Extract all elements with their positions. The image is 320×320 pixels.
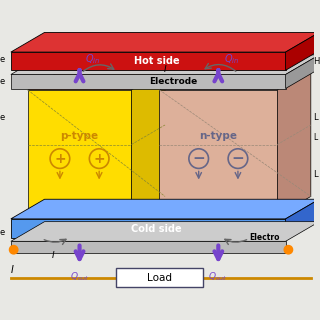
Text: L: L <box>314 114 318 123</box>
Polygon shape <box>159 90 277 216</box>
Text: e: e <box>0 55 5 64</box>
Text: Electrode: Electrode <box>149 77 197 86</box>
Text: −: − <box>232 151 244 166</box>
Polygon shape <box>28 90 132 216</box>
FancyBboxPatch shape <box>116 268 203 287</box>
Text: Cold side: Cold side <box>131 224 182 234</box>
Circle shape <box>10 245 18 254</box>
Polygon shape <box>11 75 285 89</box>
Polygon shape <box>285 32 319 70</box>
Polygon shape <box>11 199 319 219</box>
Polygon shape <box>132 70 165 216</box>
Text: I: I <box>52 251 54 260</box>
Text: L: L <box>314 133 318 142</box>
Text: $Q_{in}$: $Q_{in}$ <box>85 52 100 66</box>
Polygon shape <box>11 241 285 252</box>
Text: $Q_{out}$: $Q_{out}$ <box>70 271 89 283</box>
Text: e: e <box>0 77 5 86</box>
Text: Load: Load <box>147 273 172 283</box>
Polygon shape <box>28 70 165 90</box>
Polygon shape <box>285 55 319 89</box>
Text: Hot side: Hot side <box>134 56 180 66</box>
Polygon shape <box>11 52 285 70</box>
Text: +: + <box>93 152 105 165</box>
Polygon shape <box>159 70 311 90</box>
Circle shape <box>284 245 292 254</box>
Polygon shape <box>285 199 319 238</box>
Text: p-type: p-type <box>60 131 99 141</box>
Text: L: L <box>314 170 318 179</box>
Text: $Q_{out}$: $Q_{out}$ <box>209 271 228 283</box>
Text: −: − <box>192 151 205 166</box>
Text: e: e <box>0 114 5 123</box>
Text: I: I <box>11 265 14 275</box>
Text: I: I <box>164 65 166 74</box>
Text: e: e <box>0 228 5 237</box>
Polygon shape <box>11 222 319 241</box>
Polygon shape <box>11 55 319 75</box>
Polygon shape <box>11 219 285 238</box>
Polygon shape <box>11 32 319 52</box>
Text: $Q_{in}$: $Q_{in}$ <box>224 52 239 66</box>
Polygon shape <box>277 70 311 216</box>
Text: n-type: n-type <box>199 131 237 141</box>
Text: +: + <box>54 152 66 165</box>
Text: Electro: Electro <box>249 233 280 242</box>
Text: H: H <box>314 57 320 66</box>
